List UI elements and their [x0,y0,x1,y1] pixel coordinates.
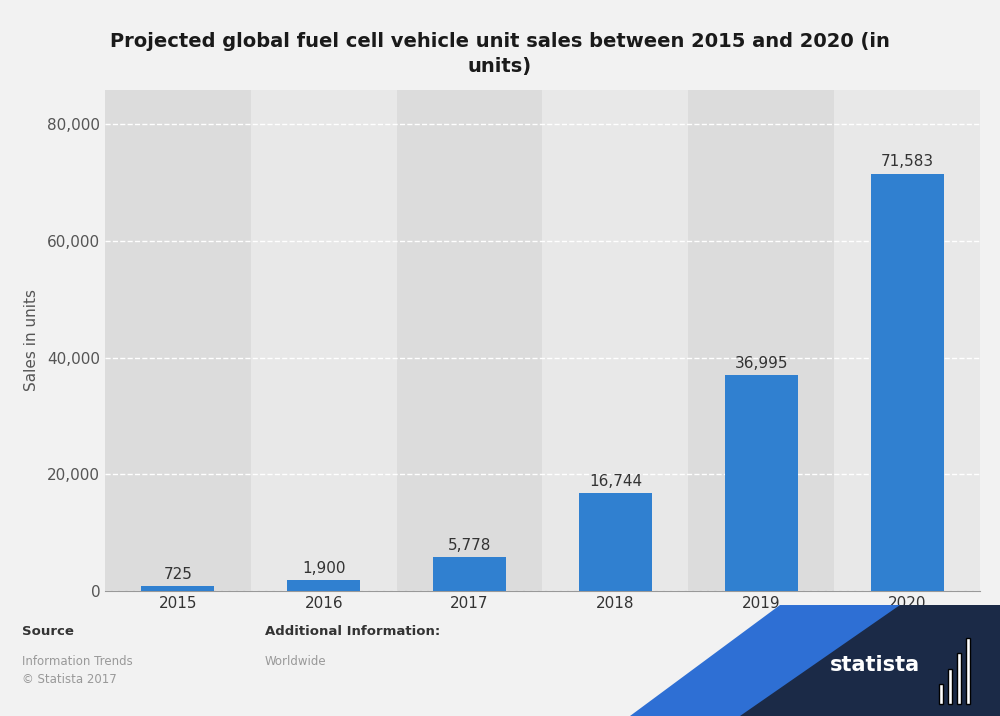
Bar [542,90,688,591]
Bar [688,90,834,591]
Text: Information Trends
© Statista 2017: Information Trends © Statista 2017 [22,655,133,686]
Bar [579,493,652,591]
Text: 5,778: 5,778 [448,538,491,553]
Bar [251,90,397,591]
Text: Worldwide: Worldwide [265,655,327,668]
Bar [834,90,980,591]
Bar [287,580,360,591]
Polygon shape [720,605,1000,716]
Text: 1,900: 1,900 [302,561,346,576]
Text: Additional Information:: Additional Information: [265,625,440,638]
Y-axis label: Sales in units: Sales in units [24,289,39,391]
Text: Projected global fuel cell vehicle unit sales between 2015 and 2020 (in
units): Projected global fuel cell vehicle unit … [110,32,890,76]
FancyBboxPatch shape [957,653,961,704]
Text: 725: 725 [163,567,192,582]
Bar [871,173,944,591]
FancyBboxPatch shape [966,638,970,704]
Text: 36,995: 36,995 [734,356,788,371]
Text: statista: statista [830,655,920,675]
Bar [725,375,798,591]
FancyBboxPatch shape [939,684,943,704]
Bar [397,90,542,591]
Bar [141,586,214,591]
Text: 71,583: 71,583 [881,155,934,170]
Text: Source: Source [22,625,74,638]
Text: 16,744: 16,744 [589,474,642,489]
Bar [105,90,251,591]
Polygon shape [630,605,900,716]
Bar [433,557,506,591]
FancyBboxPatch shape [948,669,952,704]
